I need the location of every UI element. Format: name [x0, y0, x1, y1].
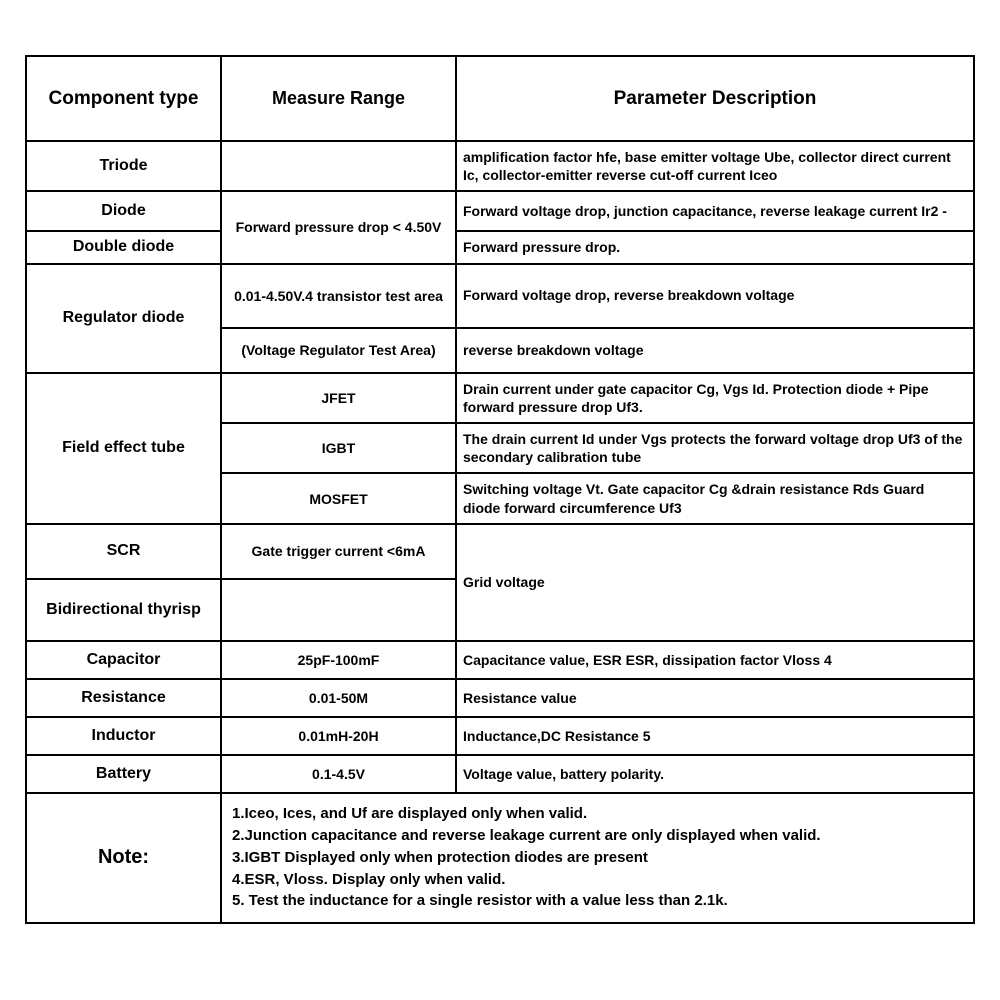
header-row: Component type Measure Range Parameter D…	[26, 56, 974, 141]
row-scr: SCR Gate trigger current <6mA Grid volta…	[26, 524, 974, 579]
diode-range: Forward pressure drop < 4.50V	[221, 191, 456, 263]
fet-igbt-desc: The drain current Id under Vgs protects …	[456, 423, 974, 473]
capacitor-range: 25pF-100mF	[221, 641, 456, 679]
inductor-desc: Inductance,DC Resistance 5	[456, 717, 974, 755]
regulator-desc-2: reverse breakdown voltage	[456, 328, 974, 373]
row-resistance: Resistance 0.01-50M Resistance value	[26, 679, 974, 717]
triode-range	[221, 141, 456, 191]
resistance-desc: Resistance value	[456, 679, 974, 717]
triode-desc: amplification factor hfe, base emitter v…	[456, 141, 974, 191]
fet-label: Field effect tube	[26, 373, 221, 524]
resistance-range: 0.01-50M	[221, 679, 456, 717]
fet-igbt-range: IGBT	[221, 423, 456, 473]
diode-label: Diode	[26, 191, 221, 231]
battery-label: Battery	[26, 755, 221, 793]
battery-range: 0.1-4.5V	[221, 755, 456, 793]
scr-label: SCR	[26, 524, 221, 579]
row-diode: Diode Forward pressure drop < 4.50V Forw…	[26, 191, 974, 231]
row-double-diode: Double diode Forward pressure drop.	[26, 231, 974, 263]
inductor-label: Inductor	[26, 717, 221, 755]
fet-mosfet-range: MOSFET	[221, 473, 456, 523]
header-range: Measure Range	[221, 56, 456, 141]
note-label: Note:	[26, 793, 221, 923]
bidir-range	[221, 579, 456, 641]
row-inductor: Inductor 0.01mH-20H Inductance,DC Resist…	[26, 717, 974, 755]
row-regulator-1: Regulator diode 0.01-4.50V.4 transistor …	[26, 264, 974, 328]
resistance-label: Resistance	[26, 679, 221, 717]
header-component: Component type	[26, 56, 221, 141]
row-note: Note: 1.Iceo, Ices, and Uf are displayed…	[26, 793, 974, 923]
fet-jfet-desc: Drain current under gate capacitor Cg, V…	[456, 373, 974, 423]
grid-voltage-desc: Grid voltage	[456, 524, 974, 641]
row-battery: Battery 0.1-4.5V Voltage value, battery …	[26, 755, 974, 793]
capacitor-label: Capacitor	[26, 641, 221, 679]
double-diode-desc: Forward pressure drop.	[456, 231, 974, 263]
regulator-range-1: 0.01-4.50V.4 transistor test area	[221, 264, 456, 328]
regulator-label: Regulator diode	[26, 264, 221, 373]
regulator-desc-1: Forward voltage drop, reverse breakdown …	[456, 264, 974, 328]
diode-desc: Forward voltage drop, junction capacitan…	[456, 191, 974, 231]
row-fet-jfet: Field effect tube JFET Drain current und…	[26, 373, 974, 423]
bidir-label: Bidirectional thyrisp	[26, 579, 221, 641]
component-spec-table: Component type Measure Range Parameter D…	[25, 55, 975, 924]
fet-jfet-range: JFET	[221, 373, 456, 423]
scr-range: Gate trigger current <6mA	[221, 524, 456, 579]
header-param: Parameter Description	[456, 56, 974, 141]
row-capacitor: Capacitor 25pF-100mF Capacitance value, …	[26, 641, 974, 679]
note-body: 1.Iceo, Ices, and Uf are displayed only …	[221, 793, 974, 923]
triode-label: Triode	[26, 141, 221, 191]
inductor-range: 0.01mH-20H	[221, 717, 456, 755]
capacitor-desc: Capacitance value, ESR ESR, dissipation …	[456, 641, 974, 679]
row-triode: Triode amplification factor hfe, base em…	[26, 141, 974, 191]
fet-mosfet-desc: Switching voltage Vt. Gate capacitor Cg …	[456, 473, 974, 523]
battery-desc: Voltage value, battery polarity.	[456, 755, 974, 793]
regulator-range-2: (Voltage Regulator Test Area)	[221, 328, 456, 373]
double-diode-label: Double diode	[26, 231, 221, 263]
